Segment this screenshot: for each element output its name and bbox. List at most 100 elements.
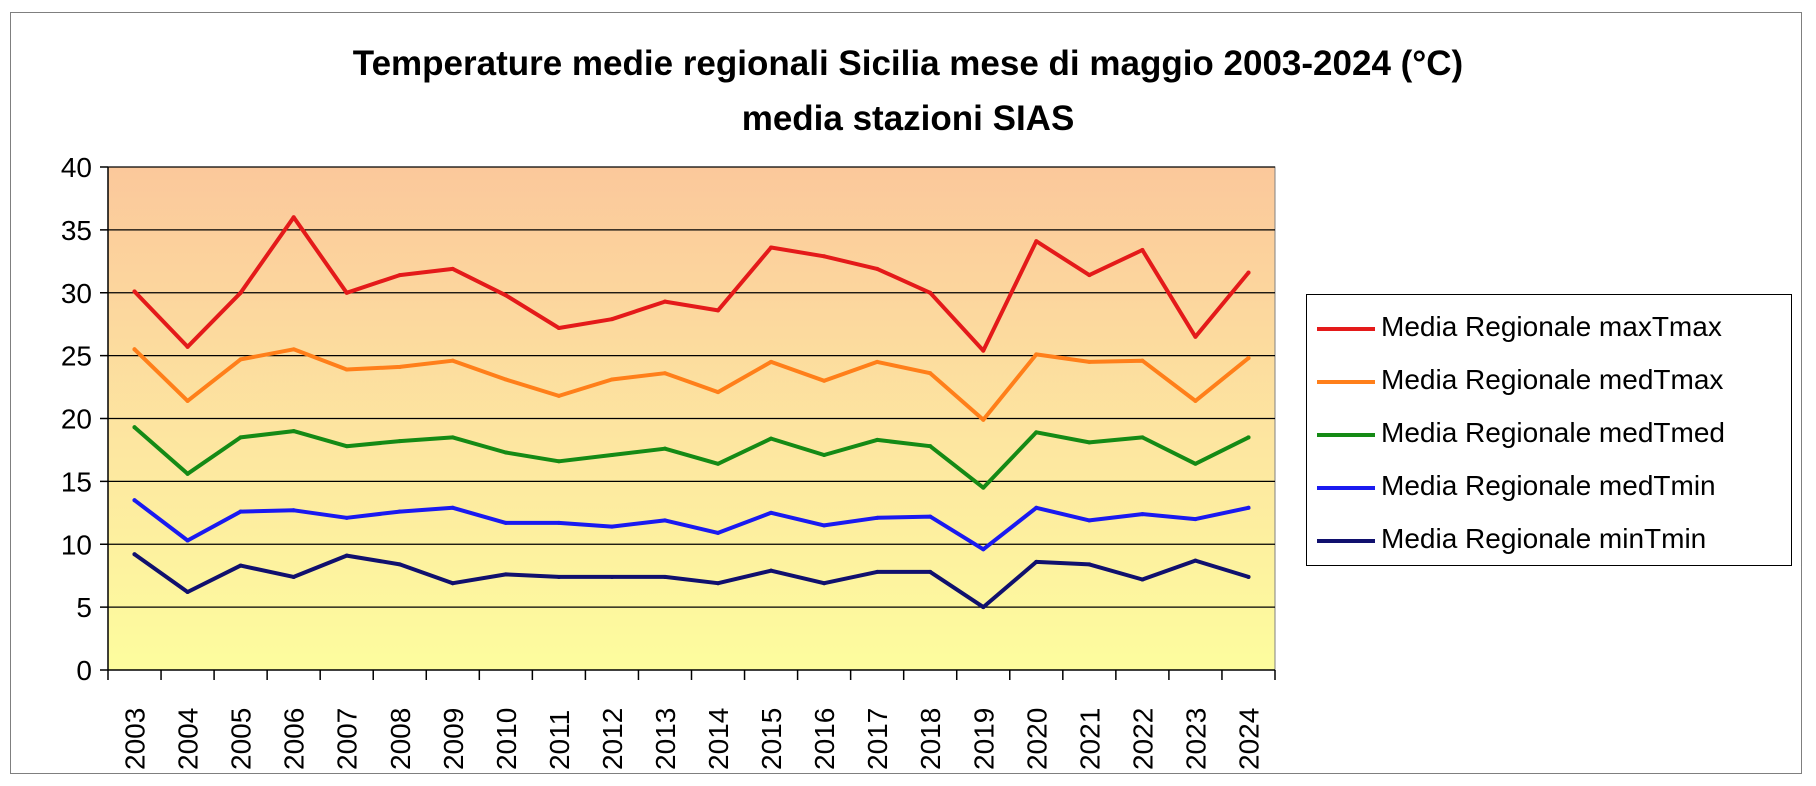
data-point	[981, 485, 986, 490]
x-tick-label: 2003	[120, 708, 151, 770]
x-tick-label: 2004	[173, 708, 204, 770]
x-tick-label: 2006	[279, 708, 310, 770]
x-tick-label: 2016	[809, 708, 840, 770]
data-point	[662, 518, 667, 523]
data-point	[716, 581, 721, 586]
series-line-3	[132, 425, 1251, 490]
data-point	[291, 574, 296, 579]
data-point	[238, 357, 243, 362]
data-point	[450, 581, 455, 586]
data-point	[1193, 398, 1198, 403]
data-point	[344, 367, 349, 372]
data-point	[1140, 247, 1145, 252]
data-point	[981, 547, 986, 552]
data-point	[185, 471, 190, 476]
data-point	[556, 325, 561, 330]
data-point	[185, 398, 190, 403]
data-point	[1246, 356, 1251, 361]
data-point	[1246, 270, 1251, 275]
data-point	[1246, 505, 1251, 510]
legend-label: Media Regionale medTmax	[1381, 364, 1724, 395]
x-tick-label: 2008	[385, 708, 416, 770]
x-tick-label: 2011	[544, 710, 575, 770]
legend-swatch	[1317, 539, 1375, 543]
data-point	[981, 605, 986, 610]
legend: Media Regionale maxTmax Media Regionale m…	[1306, 294, 1792, 566]
data-point	[503, 572, 508, 577]
data-point	[132, 347, 137, 352]
data-point	[662, 299, 667, 304]
data-point	[662, 446, 667, 451]
data-point	[344, 515, 349, 520]
x-tick-label: 2012	[597, 708, 628, 770]
data-point	[875, 437, 880, 442]
data-point	[875, 515, 880, 520]
data-point	[1246, 574, 1251, 579]
y-tick-label: 0	[76, 655, 92, 686]
y-tick-label: 20	[61, 404, 92, 435]
data-point	[132, 552, 137, 557]
data-point	[291, 347, 296, 352]
data-point	[291, 429, 296, 434]
legend-item: Media Regionale medTmax	[1307, 362, 1791, 402]
data-point	[769, 245, 774, 250]
chart-subtitle: media stazioni SIAS	[741, 99, 1075, 138]
data-point	[609, 452, 614, 457]
x-tick-label: 2007	[332, 708, 363, 770]
data-point	[450, 505, 455, 510]
data-point	[1087, 518, 1092, 523]
data-point	[238, 563, 243, 568]
legend-label: Media Regionale minTmin	[1381, 523, 1707, 554]
data-point	[1140, 435, 1145, 440]
data-point	[769, 510, 774, 515]
data-point	[450, 358, 455, 363]
legend-item: Media Regionale maxTmax	[1307, 309, 1791, 349]
legend-label: Media Regionale maxTmax	[1381, 311, 1722, 342]
data-point	[1087, 440, 1092, 445]
data-point	[928, 569, 933, 574]
x-tick-label: 2015	[756, 708, 787, 770]
legend-swatch	[1317, 380, 1375, 384]
data-point	[662, 371, 667, 376]
data-point	[503, 450, 508, 455]
series-line-1	[132, 215, 1251, 353]
x-tick-label: 2014	[703, 708, 734, 770]
data-point	[822, 378, 827, 383]
data-point	[822, 254, 827, 259]
data-point	[132, 425, 137, 430]
data-point	[1193, 558, 1198, 563]
data-point	[769, 436, 774, 441]
data-point	[132, 498, 137, 503]
data-point	[1034, 559, 1039, 564]
data-point	[556, 459, 561, 464]
data-point	[185, 344, 190, 349]
data-point	[1034, 430, 1039, 435]
y-tick-label: 10	[61, 529, 92, 560]
chart-title: Temperature medie regionali Sicilia mese…	[352, 44, 1464, 83]
data-point	[822, 452, 827, 457]
data-point	[769, 568, 774, 573]
data-point	[450, 435, 455, 440]
series-line-2	[132, 347, 1251, 422]
y-tick-label: 35	[61, 215, 92, 246]
data-point	[716, 530, 721, 535]
x-tick-label: 2018	[915, 708, 946, 770]
y-tick-label: 25	[61, 341, 92, 372]
data-point	[291, 215, 296, 220]
data-point	[397, 509, 402, 514]
legend-swatch	[1317, 433, 1375, 437]
data-point	[1193, 334, 1198, 339]
x-tick-label: 2022	[1127, 708, 1158, 770]
data-point	[1246, 435, 1251, 440]
legend-item: Media Regionale minTmin	[1307, 521, 1791, 561]
data-point	[981, 417, 986, 422]
data-point	[716, 308, 721, 313]
data-point	[1034, 239, 1039, 244]
data-point	[450, 266, 455, 271]
data-point	[238, 290, 243, 295]
data-point	[344, 553, 349, 558]
data-point	[1193, 517, 1198, 522]
x-tick-label: 2019	[968, 708, 999, 770]
data-point	[1140, 577, 1145, 582]
data-point	[397, 364, 402, 369]
